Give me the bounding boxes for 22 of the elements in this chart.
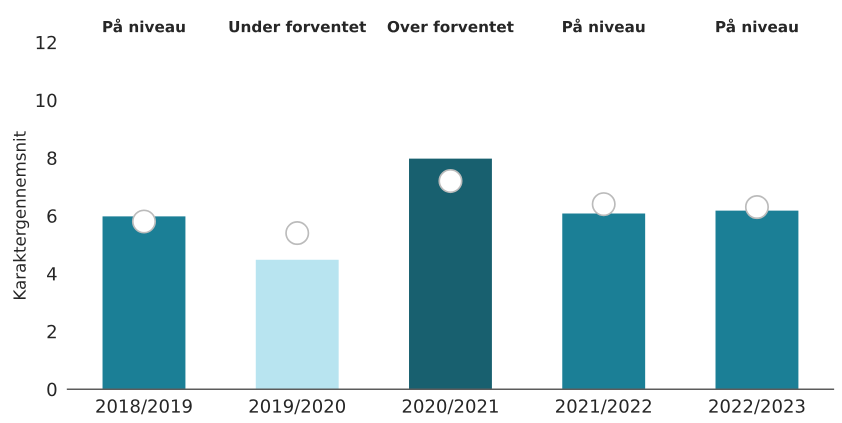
x-tick-label: 2018/2019 xyxy=(96,399,192,414)
x-tick-label: 2022/2023 xyxy=(709,399,804,414)
bar xyxy=(254,258,340,390)
y-tick-label: 12 xyxy=(36,36,56,50)
x-tick-label: 2021/2022 xyxy=(556,399,651,414)
y-axis-title: Karaktergennemsnit xyxy=(12,131,30,299)
y-tick-label: 10 xyxy=(36,94,56,108)
x-tick-label: 2019/2020 xyxy=(250,399,346,414)
text: Over forventet xyxy=(388,20,514,32)
x-tick-label: 2020/2021 xyxy=(402,399,498,414)
y-tick-label: 0 xyxy=(47,382,56,396)
bar xyxy=(408,157,494,390)
y-tick-label: 2 xyxy=(47,324,56,338)
point xyxy=(438,169,462,194)
y-tick-label: 4 xyxy=(47,267,57,280)
point xyxy=(132,209,156,234)
text: På niveau xyxy=(563,18,644,32)
text: På niveau xyxy=(716,18,798,32)
text: Under forventet xyxy=(229,20,366,32)
y-tick-label: 8 xyxy=(47,151,56,166)
y-tick-label: 6 xyxy=(47,209,56,223)
text: På niveau xyxy=(103,18,185,32)
